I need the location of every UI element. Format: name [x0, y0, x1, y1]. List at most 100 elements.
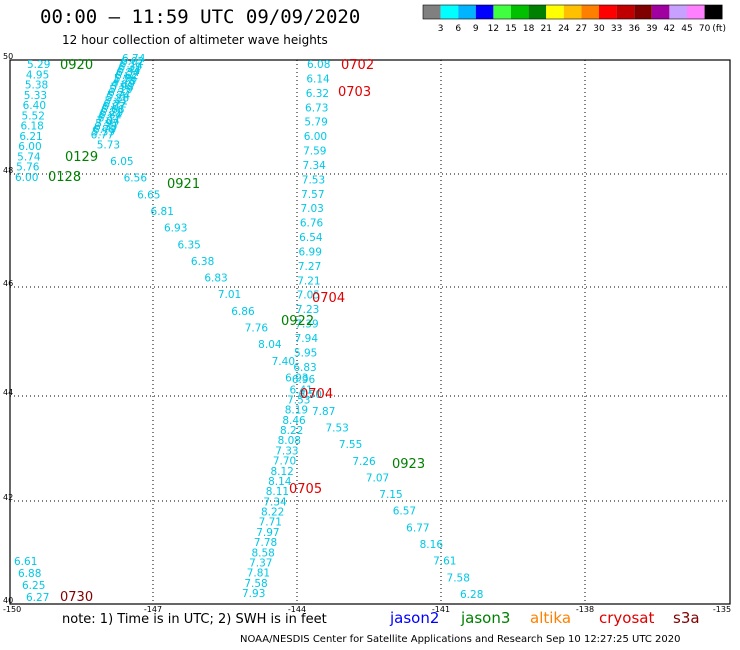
swh-value: 6.17 — [98, 113, 121, 125]
latitude-label: 48 — [3, 166, 13, 175]
swh-value: 6.79 — [93, 124, 116, 136]
swh-value: 6.07 — [102, 101, 125, 113]
colorbar-swatch — [704, 5, 723, 19]
swh-value: 5.73 — [97, 139, 120, 151]
colorbar-label: 45 — [681, 24, 692, 34]
colorbar-swatch — [599, 5, 617, 19]
swh-value: 6.88 — [18, 568, 41, 580]
swh-value: 6.35 — [177, 239, 200, 251]
swh-value: 6.00 — [304, 131, 327, 143]
axis-labels: 50 48 46 44 42 40-150 -147 -144 -141 -138 -135 — [3, 52, 731, 614]
swh-value: 7.01 — [218, 289, 241, 301]
swh-value: 7.55 — [339, 439, 362, 451]
mission-label-jason3: jason3 — [461, 609, 511, 627]
swh-value: 6.05 — [110, 156, 133, 168]
time-label: 0704 — [300, 387, 333, 402]
colorbar-swatch — [581, 5, 599, 19]
colorbar-swatch — [493, 5, 511, 19]
swh-value: 6.83 — [204, 273, 227, 285]
swh-value: 6.77 — [91, 130, 114, 142]
longitude-label: -135 — [713, 605, 731, 614]
swh-value: 6.54 — [299, 232, 323, 244]
swh-value: 8.16 — [420, 539, 444, 551]
swh-value: 5.59 — [92, 127, 115, 139]
latitude-label: 44 — [3, 388, 13, 397]
latitude-label: 40 — [3, 596, 13, 605]
colorbar-swatch — [651, 5, 670, 19]
swh-value: 6.93 — [164, 223, 187, 235]
swh-value: 7.15 — [379, 489, 402, 501]
swh-value: 6.66 — [101, 104, 125, 116]
page-title: 00:00 – 11:59 UTC 09/09/2020 — [40, 6, 361, 28]
swh-value: 7.58 — [447, 572, 470, 584]
time-label: 0923 — [392, 457, 425, 472]
swh-value: 6.99 — [299, 246, 322, 258]
swh-value: 4.95 — [26, 69, 49, 81]
swh-value: 7.26 — [352, 456, 376, 468]
swh-value: 7.04 — [96, 115, 120, 127]
swh-value: 7.61 — [433, 556, 456, 568]
time-label: 0128 — [48, 170, 81, 185]
colorbar-swatch — [423, 5, 441, 19]
swh-value: 7.53 — [302, 174, 325, 186]
colorbar-swatch — [528, 5, 547, 19]
swh-value: 5.96 — [114, 73, 138, 85]
colorbar-label: 70 — [699, 24, 711, 34]
swh-value: 6.73 — [305, 102, 328, 114]
swh-value: 5.10 — [109, 84, 132, 96]
colorbar-label: 6 — [455, 24, 461, 34]
swh-value: 5.76 — [16, 162, 40, 174]
time-label: 0704 — [312, 291, 345, 306]
swh-value: 5.74 — [107, 90, 131, 102]
swh-value: 6.83 — [293, 362, 316, 374]
swh-value: 6.18 — [20, 121, 43, 133]
swh-value: 7.81 — [247, 568, 270, 580]
colorbar-swatch — [687, 5, 705, 19]
swh-value: 7.27 — [298, 261, 321, 273]
swh-value: 8.11 — [266, 486, 289, 498]
swh-value: 8.04 — [258, 339, 282, 351]
footnote: note: 1) Time is in UTC; 2) SWH is in fe… — [62, 612, 327, 627]
swh-value: 6.00 — [18, 141, 41, 153]
swh-value: 4.69 — [112, 79, 135, 91]
swh-value: 6.25 — [22, 580, 45, 592]
longitude-label: -150 — [3, 605, 21, 614]
colorbar-swatch — [634, 5, 652, 19]
swh-value: 7.21 — [297, 275, 320, 287]
swh-value: 5.88 — [106, 93, 129, 105]
swh-value: 7.94 — [295, 333, 319, 345]
swh-value: 6.77 — [406, 522, 429, 534]
colorbar-swatch — [458, 5, 476, 19]
time-label: 0921 — [167, 177, 200, 192]
swh-value: 6.37 — [108, 87, 131, 99]
swh-value: 6.50 — [299, 389, 322, 401]
longitude-label: -147 — [144, 605, 162, 614]
swh-value: 6.12 — [120, 59, 143, 71]
mission-label-s3a: s3a — [673, 609, 700, 627]
swh-value: 7.07 — [366, 472, 389, 484]
swh-value: 5.74 — [17, 151, 41, 163]
swh-value: 6.29 — [100, 107, 123, 119]
mission-label-altika: altika — [530, 609, 572, 627]
swh-value: 5.33 — [24, 90, 47, 102]
latitude-label: 50 — [3, 52, 13, 61]
swh-value: 7.71 — [259, 517, 282, 529]
swh-value: 6.65 — [137, 189, 160, 201]
swh-value: 7.34 — [263, 496, 287, 508]
swh-value: 6.27 — [26, 592, 49, 604]
colorbar-swatch — [475, 5, 494, 19]
map-grid — [9, 59, 731, 605]
swh-value: 7.57 — [301, 189, 324, 201]
time-label: 0702 — [341, 58, 374, 73]
swh-value: 5.41 — [105, 96, 128, 108]
swh-value: 6.39 — [119, 62, 142, 74]
colorbar-swatch — [440, 5, 459, 19]
colorbar-label: 3 — [438, 24, 444, 34]
colorbar-swatch — [511, 5, 529, 19]
swh-values: 5.294.955.385.336.405.526.186.216.005.74… — [14, 53, 483, 604]
swh-value: 5.29 — [27, 59, 50, 71]
colorbar-label: 27 — [576, 24, 587, 34]
swh-value: 7.87 — [312, 406, 335, 418]
swh-value: 6.41 — [289, 384, 312, 396]
colorbar-swatch — [616, 5, 635, 19]
